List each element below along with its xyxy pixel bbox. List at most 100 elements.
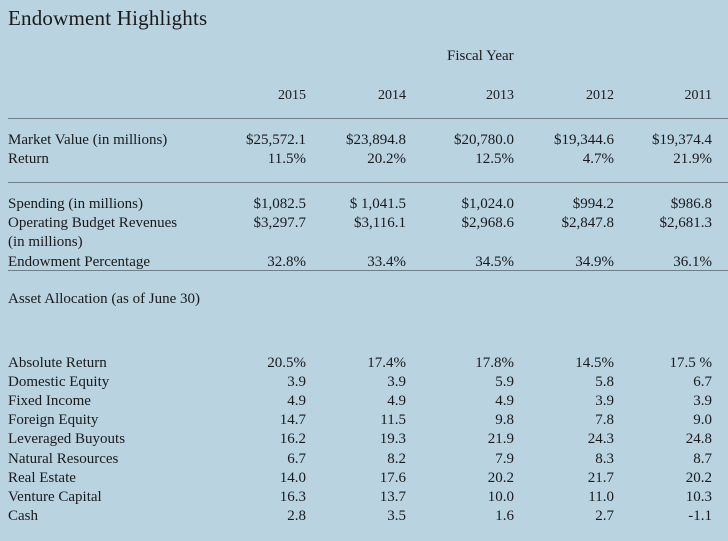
table-row: Leveraged Buyouts 16.2 19.3 21.9 24.3 24.8	[0, 430, 728, 449]
cell-2013: 9.8	[495, 412, 514, 429]
cell-2013: 17.8%	[475, 355, 514, 371]
cell-2011: 3.9	[693, 393, 712, 410]
cell-2015: 14.7	[279, 412, 306, 429]
table-row: Operating Budget Revenues $3,297.7 $3,116.…	[0, 214, 728, 233]
cell-2011: 24.8	[685, 431, 712, 448]
table-row: Absolute Return 20.5% 17.4% 17.8% 14.5% 17.5 …	[0, 354, 728, 373]
cell-2011: 6.7	[693, 374, 712, 391]
table-row: Fixed Income 4.9 4.9 4.9 3.9 3.9	[0, 392, 728, 411]
cell-2014: 3.5	[387, 507, 406, 524]
cell-2011: $986.8	[670, 196, 712, 212]
cell-2014: 4.9	[387, 393, 406, 410]
cell-2015: 11.5%	[267, 151, 306, 167]
row-label: Foreign Equity	[8, 412, 99, 429]
page-title: Endowment Highlights	[8, 6, 208, 30]
divider	[8, 270, 728, 271]
divider	[8, 118, 728, 119]
cell-2013: 12.5%	[475, 151, 514, 167]
cell-2011: -1.1	[688, 507, 712, 524]
cell-2013: $20,780.0	[454, 132, 514, 148]
cell-2011: 20.2	[685, 469, 712, 486]
row-label: Venture Capital	[8, 488, 102, 505]
cell-2011: 8.7	[693, 450, 712, 467]
table-row: Market Value (in millions) $25,572.1 $23,8…	[0, 131, 728, 150]
cell-2012: 8.3	[595, 450, 614, 467]
cell-2015: 16.2	[279, 431, 306, 448]
row-label: Endowment Percentage	[8, 254, 151, 270]
row-label: (in millions)	[8, 234, 83, 250]
table-row: Foreign Equity 14.7 11.5 9.8 7.8 9.0	[0, 411, 728, 430]
cell-2012: $2,847.8	[561, 215, 615, 231]
cell-2014: 8.2	[387, 450, 406, 467]
asset-allocation-heading-row: Asset Allocation (as of June 30)	[0, 290, 728, 309]
cell-2012: 21.7	[587, 469, 614, 486]
cell-2012: 24.3	[587, 431, 614, 448]
cell-2012: 5.8	[595, 374, 614, 391]
cell-2013: 7.9	[495, 450, 514, 467]
table-row: Endowment Percentage 32.8% 33.4% 34.5% 34.9%…	[0, 253, 728, 272]
cell-2015: 6.7	[287, 450, 306, 467]
cell-2012: 2.7	[595, 507, 614, 524]
cell-2014: 17.6	[379, 469, 406, 486]
cell-2011: 10.3	[685, 488, 712, 505]
cell-2012: 11.0	[588, 488, 614, 505]
cell-2011: 36.1%	[673, 254, 712, 270]
cell-2013: 34.5%	[475, 254, 514, 270]
cell-2014: $ 1,041.5	[349, 196, 406, 212]
row-label: Real Estate	[8, 469, 76, 486]
cell-2012: $994.2	[572, 196, 614, 212]
row-label: Spending (in millions)	[8, 196, 143, 212]
row-label: Natural Resources	[8, 450, 119, 467]
year-2015: 2015	[278, 88, 306, 103]
cell-2011: 17.5 %	[669, 355, 713, 371]
cell-2015: 2.8	[287, 507, 306, 524]
table-row: Natural Resources 6.7 8.2 7.9 8.3 8.7	[0, 450, 728, 469]
table-row: Spending (in millions) $1,082.5 $ 1,041.5 $…	[0, 195, 728, 214]
row-label: Domestic Equity	[8, 374, 110, 391]
cell-2014: 20.2%	[367, 151, 406, 167]
cell-2014: $23,894.8	[346, 132, 406, 148]
year-2012: 2012	[586, 88, 614, 103]
section-heading: Asset Allocation (as of June 30)	[8, 291, 201, 307]
cell-2015: 14.0	[279, 469, 306, 486]
cell-2015: 32.8%	[267, 254, 306, 270]
row-label: Leveraged Buyouts	[8, 431, 126, 448]
table-row: Cash 2.8 3.5 1.6 2.7 -1.1	[0, 507, 728, 526]
cell-2013: $2,968.6	[461, 215, 515, 231]
cell-2012: 34.9%	[575, 254, 614, 270]
cell-2013: $1,024.0	[461, 196, 515, 212]
cell-2013: 1.6	[495, 507, 514, 524]
cell-2014: 33.4%	[367, 254, 406, 270]
cell-2011: 9.0	[693, 412, 712, 429]
cell-2014: 3.9	[387, 374, 406, 391]
cell-2015: $3,297.7	[253, 215, 307, 231]
row-label: Fixed Income	[8, 393, 91, 410]
year-header-row: 2015 2014 2013 2012 2011	[0, 86, 728, 105]
cell-2011: $2,681.3	[659, 215, 713, 231]
table-row: Domestic Equity 3.9 3.9 5.9 5.8 6.7	[0, 373, 728, 392]
cell-2015: 16.3	[279, 488, 306, 505]
row-label: Market Value (in millions)	[8, 132, 168, 148]
row-label: Cash	[8, 507, 38, 524]
cell-2014: $3,116.1	[354, 215, 406, 231]
cell-2012: $19,344.6	[554, 132, 614, 148]
cell-2012: 3.9	[595, 393, 614, 410]
row-label: Absolute Return	[8, 355, 107, 371]
table-row: (in millions)	[0, 233, 728, 252]
cell-2015: $1,082.5	[253, 196, 307, 212]
table-row: Venture Capital 16.3 13.7 10.0 11.0 10.3	[0, 488, 728, 507]
table-row: Return 11.5% 20.2% 12.5% 4.7% 21.9%	[0, 150, 728, 169]
cell-2013: 10.0	[487, 488, 514, 505]
cell-2011: $19,374.4	[652, 132, 712, 148]
cell-2012: 4.7%	[582, 151, 614, 167]
cell-2014: 17.4%	[367, 355, 406, 371]
cell-2012: 14.5%	[575, 355, 614, 371]
fiscal-year-heading: Fiscal Year	[447, 48, 514, 64]
cell-2015: $25,572.1	[246, 132, 306, 148]
cell-2015: 20.5%	[267, 355, 306, 371]
cell-2013: 21.9	[487, 431, 514, 448]
cell-2013: 5.9	[495, 374, 514, 391]
table-row: Real Estate 14.0 17.6 20.2 21.7 20.2	[0, 469, 728, 488]
row-label: Return	[8, 151, 49, 167]
cell-2015: 3.9	[287, 374, 306, 391]
